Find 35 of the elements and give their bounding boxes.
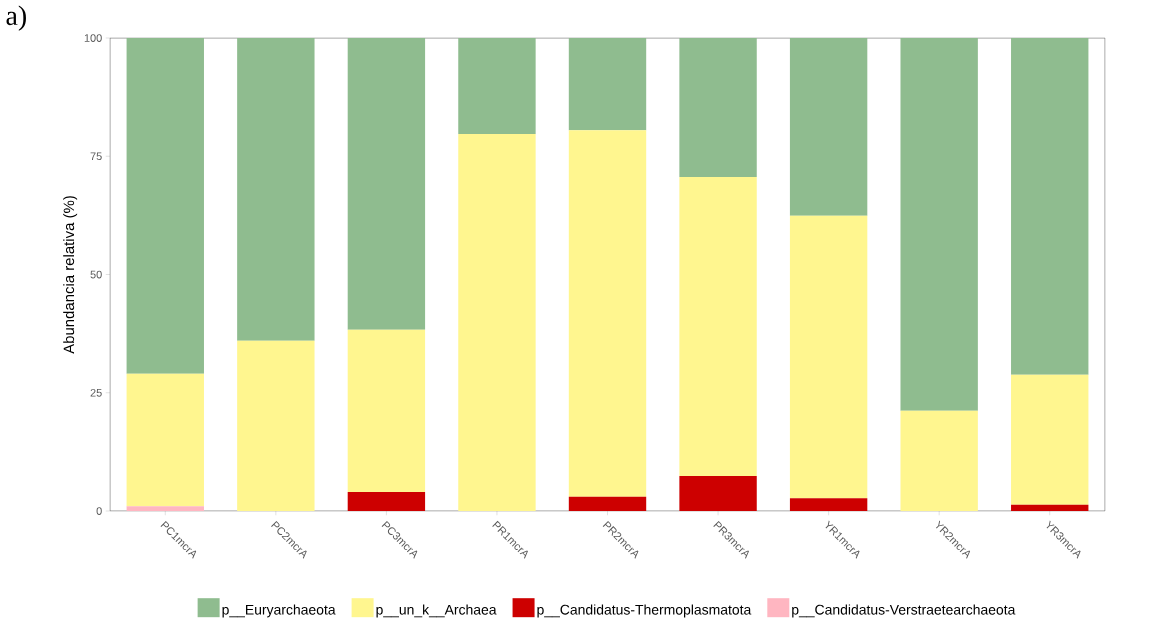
legend-label: p__Euryarchaeota <box>222 604 336 618</box>
legend-label: p__un_k__Archaea <box>376 604 497 618</box>
bar <box>789 215 868 499</box>
bar <box>568 496 647 511</box>
y-tick-label: 50 <box>90 270 102 279</box>
bar <box>458 38 536 135</box>
bar <box>237 38 315 341</box>
bar <box>347 329 426 493</box>
bar <box>679 476 757 511</box>
y-tick-label: 100 <box>84 34 102 42</box>
bar <box>126 373 204 507</box>
y-tick-label: 25 <box>90 388 102 397</box>
bar <box>1011 38 1089 375</box>
legend-label: p__Candidatus-Verstraetearchaeota <box>792 604 1016 618</box>
bar <box>126 506 204 511</box>
bar <box>458 134 536 511</box>
bar <box>1011 374 1089 505</box>
bar <box>347 38 426 330</box>
bar <box>568 38 647 131</box>
y-tick-label: 0 <box>96 507 102 515</box>
bar <box>568 130 647 497</box>
bar <box>679 38 757 178</box>
bar <box>347 492 426 511</box>
y-axis-title: Abundancia relativa (%) <box>63 196 78 354</box>
bar <box>900 38 978 411</box>
legend-label: p__Candidatus-Thermoplasmatota <box>537 604 752 618</box>
bar <box>1011 504 1089 511</box>
y-tick-label: 75 <box>90 152 102 161</box>
bar <box>789 498 868 511</box>
bar <box>126 38 204 374</box>
bar <box>679 177 757 476</box>
bar <box>237 340 315 511</box>
bar <box>900 410 978 511</box>
bar <box>789 38 868 216</box>
text: a) <box>6 5 26 31</box>
